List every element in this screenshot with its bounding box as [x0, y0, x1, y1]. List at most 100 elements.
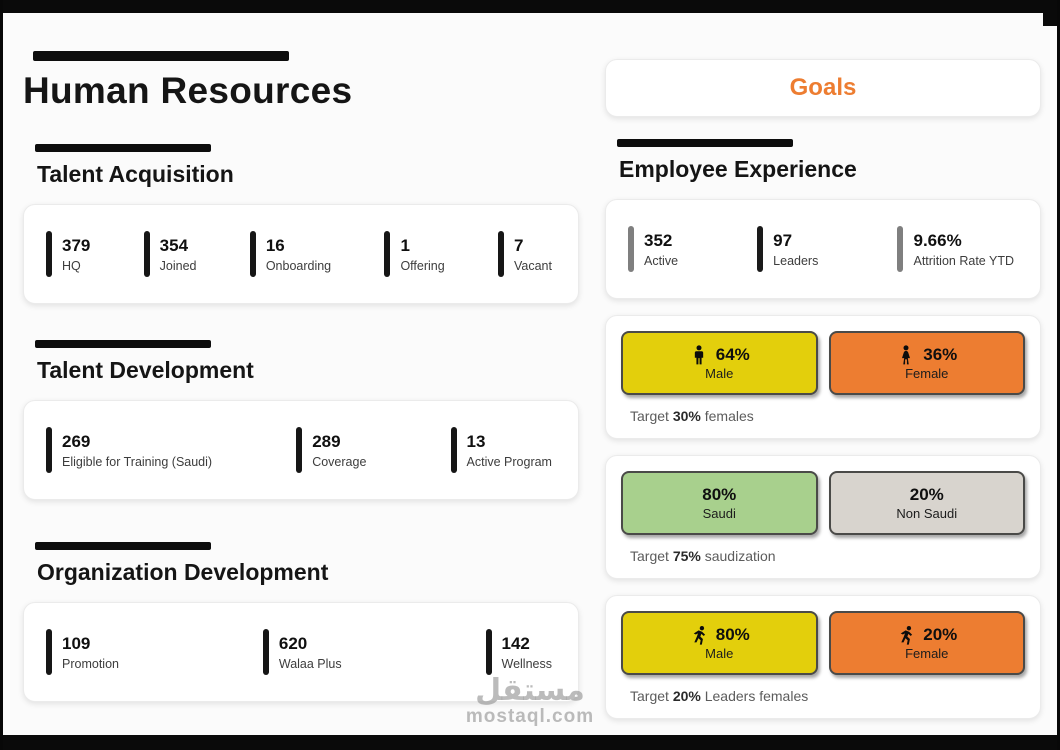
kpi-accent-bar [46, 231, 52, 277]
section-accent-bar [617, 139, 793, 147]
saudization-card: 80% Saudi 20% Non Saudi Target 75% saudi… [605, 455, 1041, 579]
left-column: Human Resources Talent Acquisition 379 H… [23, 39, 579, 719]
kpi-value: 620 [278, 633, 308, 653]
right-column: Goals Employee Experience 352 Active [605, 39, 1041, 719]
tile-leaders-male: 80% Male [621, 611, 818, 675]
kpi-accent-bar [46, 427, 52, 473]
kpi-label: Vacant [513, 258, 552, 273]
section-title-talent-acquisition: Talent Acquisition [37, 161, 234, 187]
goals-label: Goals [789, 74, 857, 101]
talent-development-card: 269 Eligible for Training (Saudi) 289 Co… [23, 400, 579, 500]
saudization-tiles: 80% Saudi 20% Non Saudi [621, 471, 1025, 535]
kpi-label: Eligible for Training (Saudi) [62, 454, 213, 469]
top-border-bar [3, 0, 1057, 13]
target-note-females: Target 30% females [630, 408, 754, 424]
kpi-onboarding: 16 Onboarding [249, 231, 332, 277]
kpi-value: 142 [501, 633, 530, 653]
tile-label: Female [905, 366, 949, 381]
kpi-label: Joined [159, 258, 197, 273]
kpi-value: 352 [644, 230, 673, 250]
section-title-employee-experience: Employee Experience [619, 156, 857, 182]
tile-value: 20% [923, 625, 958, 644]
section-organization-development: Organization Development 109 Promotion 6… [23, 542, 579, 702]
kpi-attrition-rate: 9.66% Attrition Rate YTD [897, 226, 1014, 272]
kpi-label: Attrition Rate YTD [913, 253, 1014, 268]
section-accent-bar [35, 144, 211, 152]
kpi-vacant: 7 Vacant [497, 231, 552, 277]
kpi-value: 354 [159, 235, 189, 255]
kpi-wellness: 142 Wellness [485, 629, 552, 675]
runner-icon [896, 625, 916, 645]
target-note-leaders-females: Target 20% Leaders females [630, 688, 809, 704]
talent-acquisition-card: 379 HQ 354 Joined 16 [23, 204, 579, 304]
kpi-accent-bar [296, 427, 303, 473]
kpi-value: 97 [773, 230, 793, 250]
employee-experience-card: 352 Active 97 Leaders [605, 199, 1041, 299]
kpi-walaa-plus: 620 Walaa Plus [262, 629, 342, 675]
kpi-accent-bar [262, 629, 269, 675]
kpi-accent-bar [497, 231, 504, 277]
tile-label: Male [705, 366, 734, 381]
kpi-offering: 1 Offering [384, 231, 445, 277]
kpi-value: 109 [62, 633, 91, 653]
tile-female: 36% Female [828, 331, 1025, 395]
kpi-active-program: 13 Active Program [450, 427, 552, 473]
section-title-talent-development: Talent Development [37, 357, 254, 383]
kpi-label: HQ [62, 258, 81, 273]
page-title-block: Human Resources [23, 51, 579, 112]
gender-split-card: 64% Male 36% Female [605, 315, 1041, 439]
kpi-value: 13 [466, 431, 486, 451]
tile-value: 20% [909, 485, 944, 504]
kpi-label: Leaders [773, 253, 819, 268]
tile-value: 80% [715, 625, 750, 644]
section-employee-experience: Employee Experience 352 Active 97 Lea [605, 139, 1041, 299]
kpi-hq: 379 HQ [46, 231, 90, 277]
kpi-label: Promotion [62, 656, 119, 671]
kpi-label: Walaa Plus [278, 656, 342, 671]
corner-notch [1043, 0, 1057, 26]
tile-label: Saudi [702, 506, 736, 521]
gender-tiles: 64% Male 36% Female [621, 331, 1025, 395]
runner-icon [689, 625, 709, 645]
kpi-accent-bar [249, 231, 256, 277]
kpi-accent-bar [450, 427, 457, 473]
kpi-eligible-training: 269 Eligible for Training (Saudi) [46, 427, 212, 473]
section-talent-acquisition: Talent Acquisition 379 HQ 354 Joined [23, 144, 579, 304]
title-accent-bar [33, 51, 289, 61]
kpi-value: 7 [513, 235, 524, 255]
kpi-value: 16 [265, 235, 285, 255]
kpi-label: Offering [400, 258, 445, 273]
section-talent-development: Talent Development 269 Eligible for Trai… [23, 340, 579, 500]
page-title: Human Resources [23, 70, 353, 111]
tile-label: Female [905, 646, 949, 661]
tile-leaders-female: 20% Female [828, 611, 1025, 675]
section-accent-bar [35, 340, 211, 348]
tile-label: Non Saudi [896, 506, 958, 521]
kpi-leaders: 97 Leaders [757, 226, 818, 272]
kpi-value: 379 [62, 235, 91, 255]
kpi-accent-bar [46, 629, 52, 675]
female-icon [896, 345, 916, 365]
section-title-organization-development: Organization Development [37, 559, 329, 585]
kpi-accent-bar [485, 629, 492, 675]
dashboard-content: Human Resources Talent Acquisition 379 H… [3, 13, 1057, 719]
kpi-value: 9.66% [913, 230, 962, 250]
leaders-gender-card: 80% Male 20% Female [605, 595, 1041, 719]
kpi-accent-bar [384, 231, 391, 277]
tile-value: 64% [715, 345, 750, 364]
kpi-coverage: 289 Coverage [296, 427, 366, 473]
bottom-border-bar [3, 735, 1057, 750]
kpi-value: 1 [400, 235, 410, 255]
kpi-promotion: 109 Promotion [46, 629, 119, 675]
leaders-tiles: 80% Male 20% Female [621, 611, 1025, 675]
kpi-label: Onboarding [265, 258, 332, 273]
kpi-value: 269 [62, 431, 91, 451]
tile-value: 36% [923, 345, 958, 364]
kpi-accent-bar [757, 226, 764, 272]
tile-value: 80% [702, 485, 737, 504]
male-icon [689, 345, 709, 365]
target-note-saudization: Target 75% saudization [630, 548, 776, 564]
kpi-label: Active [644, 253, 679, 268]
goals-button[interactable]: Goals [605, 59, 1041, 117]
